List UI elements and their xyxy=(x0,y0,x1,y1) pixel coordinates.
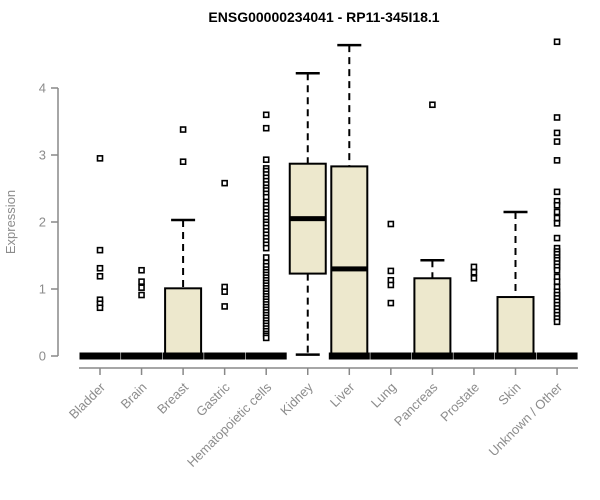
box-group-prostate xyxy=(453,263,495,360)
box-group-pancreas xyxy=(411,101,453,360)
outlier-point xyxy=(262,124,270,132)
zero-median-bar xyxy=(245,352,287,360)
outlier-point xyxy=(179,158,187,165)
outlier-point xyxy=(553,318,561,326)
outlier-point xyxy=(470,274,478,282)
y-tick-label: 3 xyxy=(39,148,46,163)
outlier-point xyxy=(262,254,270,261)
outlier-point xyxy=(387,281,395,289)
outlier-point xyxy=(96,246,104,254)
zero-median-bar xyxy=(204,352,246,360)
zero-median-bar xyxy=(162,352,204,360)
y-tick-label: 1 xyxy=(39,282,46,297)
x-tick-label: Lung xyxy=(368,380,399,411)
outlier-point xyxy=(553,214,561,222)
x-tick-label: Kidney xyxy=(277,379,316,418)
y-tick-label: 2 xyxy=(39,215,46,230)
x-tick-label: Bladder xyxy=(66,379,109,422)
outlier-point xyxy=(221,179,228,187)
outlier-point xyxy=(470,268,478,276)
x-tick-label: Unknown / Other xyxy=(486,379,566,459)
outlier-point xyxy=(553,157,561,164)
outlier-point xyxy=(553,234,561,242)
box-group-breast xyxy=(162,126,204,360)
outlier-point xyxy=(553,114,561,121)
y-axis-label: Expression xyxy=(3,190,18,254)
outlier-point xyxy=(553,278,561,285)
outlier-point xyxy=(262,156,270,163)
outlier-point xyxy=(138,278,145,285)
outlier-point xyxy=(262,244,270,252)
box-group-hematopoietic-cells xyxy=(245,111,287,360)
outlier-point xyxy=(96,304,104,312)
x-tick-label: Skin xyxy=(495,380,523,408)
outlier-point xyxy=(553,129,561,137)
box-group-lung xyxy=(370,220,412,360)
median-line xyxy=(331,266,368,272)
x-tick-label: Prostate xyxy=(437,380,482,425)
outlier-point xyxy=(553,188,561,196)
iqr-box xyxy=(330,165,369,356)
zero-median-bar xyxy=(328,352,370,360)
y-tick-label: 0 xyxy=(39,349,46,364)
outlier-point xyxy=(553,138,561,145)
outlier-point xyxy=(553,201,561,209)
x-tick-label: Breast xyxy=(154,379,191,416)
x-tick-label: Gastric xyxy=(193,379,233,419)
box-group-brain xyxy=(121,266,163,360)
zero-median-bar xyxy=(495,352,536,360)
x-tick-label: Brain xyxy=(118,380,150,412)
iqr-box xyxy=(164,287,203,357)
outlier-point xyxy=(221,288,228,295)
outlier-point xyxy=(138,284,145,291)
outlier-point xyxy=(221,303,228,310)
zero-median-bar xyxy=(411,352,453,360)
zero-median-bar xyxy=(370,352,412,360)
box-group-bladder xyxy=(79,155,121,360)
outlier-point xyxy=(387,220,395,228)
outlier-point xyxy=(387,267,395,275)
outlier-point xyxy=(96,264,104,272)
zero-median-bar xyxy=(453,352,495,360)
x-tick-label: Pancreas xyxy=(391,379,441,429)
box-group-gastric xyxy=(204,179,246,360)
chart-title: ENSG00000234041 - RP11-345I18.1 xyxy=(208,9,439,25)
zero-median-bar xyxy=(121,352,163,360)
outlier-point xyxy=(429,101,436,109)
x-tick-label: Liver xyxy=(327,379,358,410)
box-group-kidney xyxy=(288,72,327,356)
outlier-point xyxy=(553,38,561,46)
outlier-point xyxy=(553,266,561,274)
outlier-point xyxy=(262,111,270,119)
outlier-point xyxy=(262,334,270,342)
zero-median-bar xyxy=(536,352,578,360)
median-line xyxy=(289,216,326,222)
outlier-point xyxy=(179,126,187,133)
y-tick-label: 4 xyxy=(39,81,46,96)
box-series xyxy=(79,38,578,360)
zero-median-bar xyxy=(79,352,121,360)
iqr-box xyxy=(413,277,452,357)
outlier-point xyxy=(470,263,478,271)
outlier-point xyxy=(138,291,145,299)
outlier-point xyxy=(553,208,561,216)
outlier-point xyxy=(387,299,395,307)
outlier-point xyxy=(138,266,145,274)
outlier-point xyxy=(553,220,561,227)
box-group-liver xyxy=(328,43,370,360)
outlier-point xyxy=(96,155,104,162)
box-group-skin xyxy=(495,210,536,360)
box-group-unknown-other xyxy=(536,38,578,360)
outlier-point xyxy=(96,272,104,280)
iqr-box xyxy=(496,296,535,358)
